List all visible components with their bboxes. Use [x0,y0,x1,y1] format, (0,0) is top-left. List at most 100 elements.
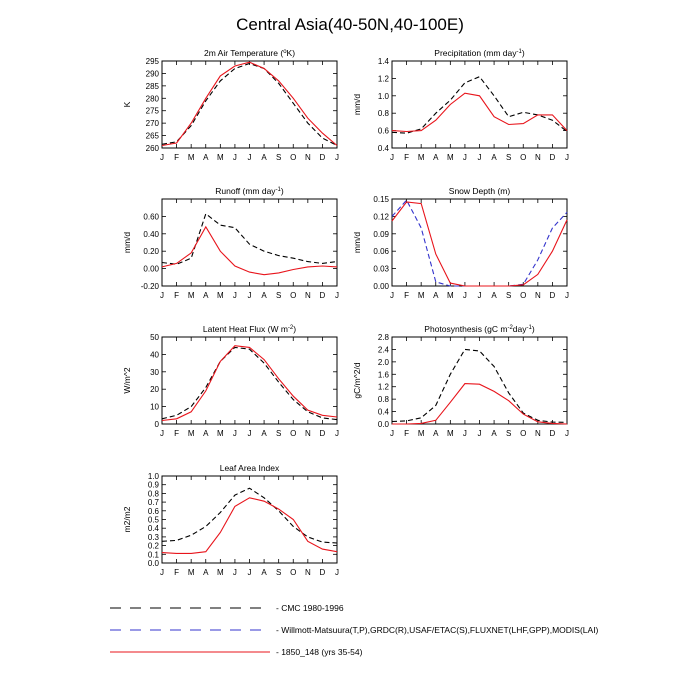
panel-title-sup: -2 [288,325,294,331]
x-tick-label: A [261,153,267,162]
panel-2: Runoff (mm day-1) mm/d -0.20 0.00 0.20 0.40 0.… [122,186,339,300]
y-tick-label: 0.12 [373,212,389,221]
x-tick-label: F [174,153,179,162]
x-tick-label: J [160,291,164,300]
y-tick-label: 290 [146,69,160,78]
y-tick-label: 2.4 [378,345,390,354]
y-tick-label: 280 [146,94,160,103]
x-tick-label: J [160,153,164,162]
x-tick-label: J [248,568,252,577]
y-tick-label: 285 [146,82,160,91]
y-tick-label: 0.0 [378,420,390,429]
series-line-2 [161,61,338,147]
x-tick-label: M [188,291,195,300]
y-tick-label: 275 [146,107,160,116]
y-tick-label: 0.3 [148,533,160,542]
x-tick-label: S [276,153,281,162]
y-tick-label: 50 [150,333,159,342]
y-tick-label: 0.4 [378,408,390,417]
legend: - CMC 1980-1996 - Willmott-Matsuura(T,P),… [110,603,599,657]
x-tick-label: D [320,291,326,300]
y-tick-label: 0.60 [143,212,159,221]
panel-title-end: K) [287,48,296,58]
panel-title-end: ) [522,48,525,58]
y-tick-label: 1.4 [378,57,390,66]
plot-frame [161,475,338,564]
y-tick-label: 0.8 [148,489,160,498]
y-tick-label: 0.2 [148,542,160,551]
panel-title-end2: ) [532,324,535,334]
y-axis-label: mm/d [352,94,362,116]
series-line-0 [391,348,568,423]
x-tick-label: A [433,153,439,162]
y-tick-label: 260 [146,144,160,153]
y-tick-label: 0.15 [373,195,389,204]
panel-5: Photosynthesis (gC m-2day-1) gC/m^2/d 0.0 0… [352,324,569,438]
x-tick-label: S [276,291,281,300]
x-tick-label: J [390,429,394,438]
y-tick-label: 20 [150,385,159,394]
panel-1: Precipitation (mm day-1) mm/d 0.4 0.6 0.8 1.0… [352,48,569,162]
panel-title-main: Leaf Area Index [220,463,280,473]
plot-frame [391,198,568,287]
panel-title: Latent Heat Flux (W m-2) [203,324,296,334]
panel-title-end: ) [293,324,296,334]
y-tick-label: 2.8 [378,333,390,342]
series-line-1 [391,199,568,287]
y-tick-label: 0.6 [378,127,390,136]
y-tick-label: 1.0 [148,472,160,481]
x-tick-label: J [565,153,569,162]
x-tick-label: D [320,153,326,162]
x-tick-label: O [290,291,296,300]
panel-title: Precipitation (mm day-1) [434,48,525,58]
plot-frame [161,60,338,149]
x-tick-label: J [390,291,394,300]
x-tick-label: O [290,568,296,577]
x-tick-label: J [233,153,237,162]
y-tick-label: 0.5 [148,516,160,525]
x-tick-label: M [188,568,195,577]
x-tick-label: J [233,568,237,577]
x-tick-label: O [520,429,526,438]
x-tick-label: O [520,153,526,162]
y-tick-label: 0.9 [148,481,160,490]
y-tick-label: 1.2 [378,383,390,392]
x-tick-label: M [447,291,454,300]
x-tick-label: J [565,429,569,438]
y-axis-label: mm/d [352,232,362,254]
x-tick-label: A [261,291,267,300]
x-tick-label: J [248,153,252,162]
panel-title-main: Runoff (mm day [215,186,276,196]
panel-title: Runoff (mm day-1) [215,186,284,196]
panel-title: Snow Depth (m) [449,186,511,196]
panel-title-sup: -1 [517,49,523,55]
x-tick-label: S [506,429,511,438]
panel-title-main: Photosynthesis (gC m [424,324,507,334]
panel-title-main: Latent Heat Flux (W m [203,324,288,334]
panel-title-end: ) [281,186,284,196]
plot-frame [391,336,568,425]
x-tick-label: J [478,429,482,438]
series-line-2 [161,345,338,422]
x-tick-label: M [217,568,224,577]
y-axis-label: K [122,101,132,107]
y-tick-label: 30 [150,368,159,377]
y-tick-label: 40 [150,350,159,359]
x-tick-label: J [390,153,394,162]
panel-title: 2m Air Temperature (oK) [204,48,295,58]
y-tick-label: 0.6 [148,507,160,516]
x-tick-label: D [550,429,556,438]
series-line-2 [161,497,338,554]
x-tick-label: J [463,291,467,300]
x-tick-label: J [335,153,339,162]
x-tick-label: N [535,153,541,162]
x-tick-label: S [506,153,511,162]
panel-title-end: day [513,324,527,334]
series-line-2 [391,92,568,133]
panel-6: Leaf Area Indexm2/m20.00.10.20.30.40.50.… [122,463,339,577]
y-tick-label: 1.6 [378,370,390,379]
y-tick-label: 0.09 [373,230,389,239]
panel-title-main: Snow Depth (m) [449,186,511,196]
panel-title: Photosynthesis (gC m-2day-1) [424,324,535,334]
series-line-0 [161,487,338,544]
